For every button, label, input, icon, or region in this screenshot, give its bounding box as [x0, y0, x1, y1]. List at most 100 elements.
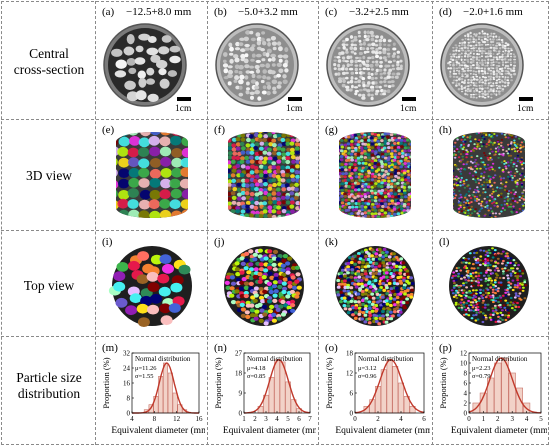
panel-label: (k) — [325, 236, 338, 248]
y-tick-label: 10 — [460, 360, 468, 368]
legend-entry: Normal distribution — [247, 355, 303, 363]
scale-bar-label: 1cm — [517, 104, 534, 114]
y-tick-label: 0 — [127, 410, 131, 418]
x-tick-label: 0 — [467, 415, 471, 423]
x-tick-label: 1 — [482, 415, 486, 423]
row-label-line: cross-section — [13, 62, 85, 77]
panel-label: (o) — [325, 342, 338, 354]
cross-section-image — [103, 23, 187, 107]
histogram-chart: Proportion (%) 0 6 12 18 0 2 4 6 Equivalent diame… — [324, 350, 430, 437]
x-tick-label: 2 — [496, 415, 500, 423]
row-label-cross-section: Central cross-section — [4, 46, 94, 78]
x-tick-label: 16 — [196, 415, 204, 423]
x-axis-label: Equivalent diameter (mm) — [451, 425, 547, 436]
y-tick-label: 0 — [464, 410, 468, 418]
y-tick-label: 24 — [123, 365, 131, 373]
x-tick-label: 4 — [275, 415, 279, 423]
cylinder-3d-image — [339, 132, 411, 218]
divider-v3 — [318, 1, 319, 445]
x-tick-label: 0 — [353, 415, 357, 423]
legend-entry: Normal distribution — [358, 355, 414, 363]
y-axis-label: Proportion (%) — [438, 357, 448, 408]
panel-label: (e) — [102, 124, 115, 136]
y-tick-label: 6 — [464, 380, 468, 388]
x-tick-label: 4 — [399, 415, 403, 423]
histogram-bar — [268, 377, 275, 414]
sigma-label: σ=1.55 — [135, 373, 154, 380]
sigma-label: σ=0.96 — [358, 373, 377, 380]
size-class-label: −5.0+3.2 mm — [238, 6, 298, 18]
y-tick-label: 0 — [350, 410, 354, 418]
panel-label: (i) — [102, 236, 113, 248]
panel-label: (j) — [214, 236, 225, 248]
y-tick-label: 18 — [346, 350, 354, 358]
mu-label: μ=11.26 — [135, 365, 157, 372]
scale-bar — [288, 97, 302, 101]
row-label-line: Central — [29, 46, 69, 61]
legend-entry: Normal distribution — [135, 355, 191, 363]
row-label-psd: Particle size distribution — [4, 370, 94, 402]
y-tick-label: 27 — [235, 350, 243, 358]
panel-label: (a) — [102, 6, 115, 18]
scale-bar — [177, 97, 191, 101]
normal-fit-curve — [354, 358, 425, 414]
row-label-line: Particle size — [16, 370, 82, 385]
cross-section-image — [215, 23, 299, 107]
scale-bar — [519, 97, 533, 101]
x-axis-label: Equivalent diameter (mm) — [335, 425, 430, 436]
y-tick-label: 32 — [123, 350, 131, 358]
histogram-bar — [172, 392, 178, 414]
mu-label: μ=3.12 — [358, 365, 377, 372]
y-tick-label: 18 — [235, 370, 243, 378]
cylinder-3d-image — [116, 132, 188, 218]
top-view-image — [108, 246, 192, 327]
sigma-label: σ=0.85 — [247, 373, 266, 380]
x-tick-label: 8 — [153, 415, 157, 423]
y-tick-label: 9 — [239, 390, 243, 398]
size-class-label: −2.0+1.6 mm — [463, 6, 523, 18]
row-label-line: distribution — [17, 386, 81, 401]
y-axis-label: Proportion (%) — [213, 357, 223, 408]
top-view-image — [224, 246, 304, 326]
y-tick-label: 16 — [123, 380, 131, 388]
mu-label: μ=4.18 — [247, 365, 266, 372]
size-class-label: −12.5+8.0 mm — [126, 6, 192, 18]
histogram-bar — [274, 359, 280, 414]
divider-v1 — [95, 1, 96, 445]
panel-label: (d) — [439, 6, 452, 18]
x-tick-label: 2 — [376, 415, 380, 423]
panel-label: (g) — [325, 124, 338, 136]
mu-label: μ=2.23 — [472, 365, 491, 372]
y-tick-label: 8 — [127, 395, 131, 403]
x-tick-label: 3 — [510, 415, 514, 423]
x-axis-label: Equivalent diameter (mm) — [111, 425, 205, 436]
histogram-chart: Proportion (%) 0 9 18 27 1 2 3 4 5 6 7 Equivalent di… — [213, 350, 316, 437]
scale-bar-label: 1cm — [400, 104, 417, 114]
row-label-3d: 3D view — [25, 168, 73, 183]
x-tick-label: 3 — [264, 415, 268, 423]
histogram-bar — [494, 362, 502, 414]
scale-bar-label: 1cm — [286, 104, 303, 114]
cylinder-3d-image — [228, 132, 300, 218]
histogram-bar — [163, 362, 169, 414]
x-tick-label: 6 — [297, 415, 301, 423]
x-tick-label: 12 — [173, 415, 181, 423]
y-tick-label: 4 — [464, 390, 468, 398]
y-tick-label: 0 — [239, 410, 243, 418]
histogram-chart: Proportion (%) 0 8 16 24 32 4 8 12 16 Equivalent d… — [101, 350, 205, 437]
panel-label: (n) — [214, 342, 227, 354]
panel-label: (p) — [439, 342, 452, 354]
x-tick-label: 6 — [422, 415, 426, 423]
x-axis-label: Equivalent diameter (mm) — [223, 425, 316, 436]
y-tick-label: 6 — [350, 390, 354, 398]
divider-h1 — [1, 119, 549, 120]
y-tick-label: 12 — [346, 370, 354, 378]
panel-label: (l) — [439, 236, 450, 248]
cylinder-3d-image — [453, 132, 525, 218]
histogram-bar — [167, 372, 173, 414]
panel-label: (c) — [325, 6, 338, 18]
y-axis-label: Proportion (%) — [101, 357, 111, 408]
